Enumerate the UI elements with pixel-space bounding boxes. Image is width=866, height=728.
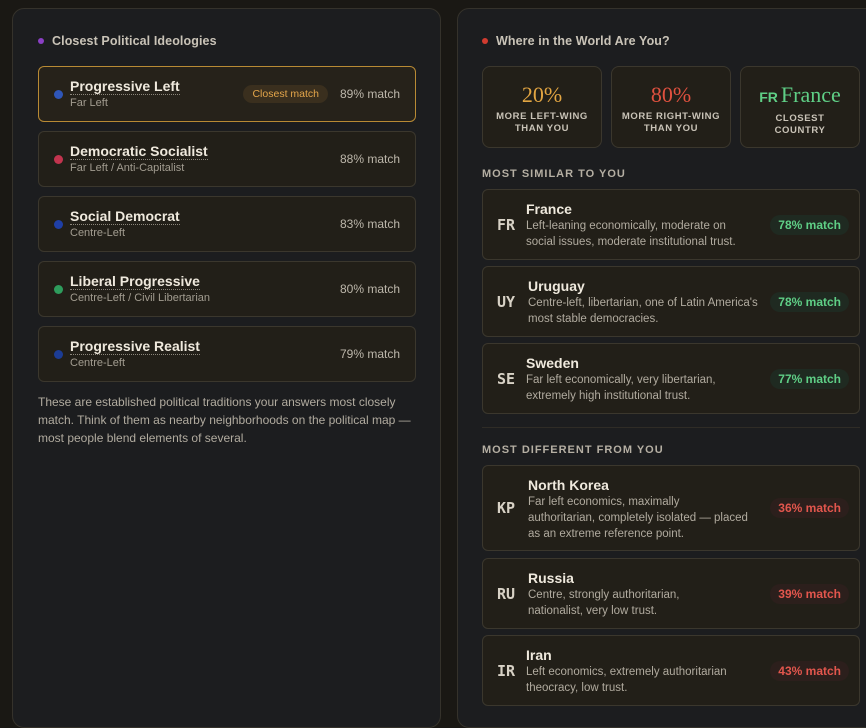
- ideology-name[interactable]: Progressive Realist: [70, 338, 200, 355]
- country-card-iran[interactable]: IR Iran Left economics, extremely author…: [482, 635, 860, 706]
- ideology-match: 80% match: [339, 282, 400, 296]
- ideology-subtitle: Far Left / Anti-Capitalist: [70, 162, 185, 174]
- ideology-color-dot: [54, 220, 63, 229]
- country-description: Left-leaning economically, moderate on s…: [526, 220, 736, 248]
- stat-label: CLOSEST COUNTRY: [774, 113, 826, 136]
- bullet-icon: [482, 38, 488, 44]
- ideology-card-democratic-socialist[interactable]: Democratic Socialist Far Left / Anti-Cap…: [38, 131, 416, 187]
- ideology-card-progressive-realist[interactable]: Progressive Realist Centre-Left 79% matc…: [38, 326, 416, 382]
- country-code: IR: [497, 661, 516, 680]
- ideology-subtitle: Far Left: [70, 97, 108, 109]
- ideology-subtitle: Centre-Left: [70, 227, 126, 239]
- closest-match-badge: Closest match: [243, 85, 328, 103]
- country-match: 36% match: [770, 498, 849, 518]
- country-name: France: [526, 201, 572, 217]
- stat-value: 80%: [650, 82, 692, 107]
- country-name: Uruguay: [528, 278, 585, 294]
- country-name: Iran: [526, 647, 552, 663]
- country-code: UY: [497, 292, 516, 311]
- country-match: 77% match: [770, 368, 849, 389]
- country-description: Centre-left, libertarian, one of Latin A…: [528, 297, 758, 325]
- world-title-text: Where in the World Are You?: [496, 34, 670, 48]
- country-description: Far left economics, maximally authoritar…: [528, 496, 748, 540]
- ideology-match: 88% match: [339, 152, 400, 166]
- ideology-color-dot: [54, 90, 63, 99]
- ideology-color-dot: [54, 285, 63, 294]
- country-match: 43% match: [770, 660, 849, 681]
- ideology-card-liberal-progressive[interactable]: Liberal Progressive Centre-Left / Civil …: [38, 261, 416, 317]
- country-code: SE: [497, 369, 516, 388]
- ideologies-title: Closest Political Ideologies: [38, 34, 217, 48]
- country-name: North Korea: [528, 477, 609, 493]
- ideology-subtitle: Centre-Left / Civil Libertarian: [70, 292, 211, 304]
- stat-value: 20%: [521, 82, 563, 107]
- ideology-name[interactable]: Democratic Socialist: [70, 143, 208, 160]
- stat-closest-country: FR France CLOSEST COUNTRY: [740, 66, 860, 148]
- ideology-match: 83% match: [339, 217, 400, 231]
- closest-country-code: FR: [759, 89, 778, 105]
- stat-value: FR France: [741, 83, 859, 109]
- country-description: Left economics, extremely authoritarian …: [526, 666, 727, 694]
- ideology-card-social-democrat[interactable]: Social Democrat Centre-Left 83% match: [38, 196, 416, 252]
- closest-country-name: France: [780, 82, 841, 107]
- ideology-match: 89% match: [339, 87, 400, 101]
- ideologies-panel: Closest Political Ideologies Progressive…: [12, 8, 441, 728]
- section-divider: [482, 427, 860, 428]
- ideology-name[interactable]: Liberal Progressive: [70, 273, 200, 290]
- different-header: MOST DIFFERENT FROM YOU: [482, 444, 664, 456]
- ideologies-explanation: These are established political traditio…: [38, 395, 411, 445]
- ideology-color-dot: [54, 155, 63, 164]
- bullet-icon: [38, 38, 44, 44]
- country-card-sweden[interactable]: SE Sweden Far left economically, very li…: [482, 343, 860, 414]
- country-card-north-korea[interactable]: KP North Korea Far left economics, maxim…: [482, 465, 860, 551]
- ideology-name[interactable]: Social Democrat: [70, 208, 180, 225]
- world-title: Where in the World Are You?: [482, 34, 670, 48]
- country-description: Centre, strongly authoritarian, national…: [528, 589, 680, 617]
- ideology-name[interactable]: Progressive Left: [70, 78, 180, 95]
- ideology-card-progressive-left[interactable]: Progressive Left Far Left Closest match …: [38, 66, 416, 122]
- stat-more-left: 20% MORE LEFT-WING THAN YOU: [482, 66, 602, 148]
- country-code: RU: [497, 584, 516, 603]
- country-match: 39% match: [770, 583, 849, 604]
- country-description: Far left economically, very libertarian,…: [526, 374, 716, 402]
- country-card-russia[interactable]: RU Russia Centre, strongly authoritarian…: [482, 558, 860, 629]
- stat-label: MORE RIGHT-WING THAN YOU: [621, 111, 721, 134]
- country-name: Russia: [528, 570, 574, 586]
- similar-header: MOST SIMILAR TO YOU: [482, 168, 626, 180]
- country-code: KP: [497, 499, 516, 517]
- ideologies-title-text: Closest Political Ideologies: [52, 34, 217, 48]
- ideology-subtitle: Centre-Left: [70, 357, 126, 369]
- stat-label: MORE LEFT-WING THAN YOU: [496, 111, 588, 134]
- country-card-uruguay[interactable]: UY Uruguay Centre-left, libertarian, one…: [482, 266, 860, 337]
- country-code: FR: [497, 215, 516, 234]
- country-name: Sweden: [526, 355, 579, 371]
- country-card-france[interactable]: FR France Left-leaning economically, mod…: [482, 189, 860, 260]
- world-position-panel: Where in the World Are You? 20% MORE LEF…: [457, 8, 866, 728]
- country-match: 78% match: [770, 214, 849, 235]
- ideology-match: 79% match: [339, 347, 400, 361]
- country-match: 78% match: [770, 291, 849, 312]
- stat-more-right: 80% MORE RIGHT-WING THAN YOU: [611, 66, 731, 148]
- ideology-color-dot: [54, 350, 63, 359]
